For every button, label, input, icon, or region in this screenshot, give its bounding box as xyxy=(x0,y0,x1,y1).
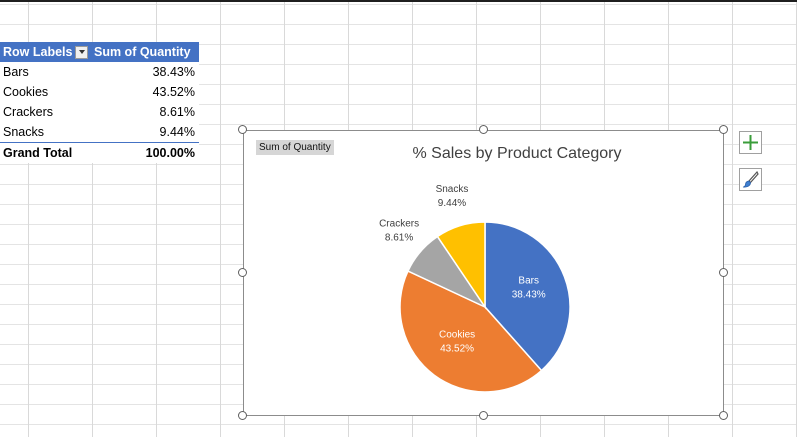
chart-elements-button[interactable] xyxy=(739,131,762,154)
pivot-row: Cookies 43.52% xyxy=(0,82,199,102)
grand-total-label[interactable]: Grand Total xyxy=(3,146,73,160)
resize-handle-right[interactable] xyxy=(719,268,728,277)
sum-of-quantity-header[interactable]: Sum of Quantity xyxy=(94,45,191,59)
pie-slice-cookies[interactable] xyxy=(399,270,543,393)
pivot-chart[interactable]: Sum of Quantity % Sales by Product Categ… xyxy=(243,130,724,416)
pivot-row-label[interactable]: Cookies xyxy=(0,82,90,102)
slice-value-label[interactable]: 43.52% xyxy=(440,343,474,354)
row-labels-header[interactable]: Row Labels xyxy=(0,42,90,62)
pie-slice-bars[interactable] xyxy=(484,221,571,372)
pivot-row-label[interactable]: Bars xyxy=(0,62,90,82)
row-labels-header-text: Row Labels xyxy=(3,45,73,59)
pivot-row: Crackers 8.61% xyxy=(0,102,199,122)
pivot-row-value[interactable]: 43.52% xyxy=(90,82,199,102)
slice-value-label[interactable]: 38.43% xyxy=(512,289,546,300)
pivot-row-value[interactable]: 8.61% xyxy=(90,102,199,122)
resize-handle-top-right[interactable] xyxy=(719,125,728,134)
resize-handle-bottom-right[interactable] xyxy=(719,411,728,420)
chart-title[interactable]: % Sales by Product Category xyxy=(412,145,622,162)
resize-handle-top-left[interactable] xyxy=(238,125,247,134)
pivot-row-value[interactable]: 38.43% xyxy=(90,62,199,82)
grand-total-value[interactable]: 100.00% xyxy=(145,146,195,160)
slice-category-label[interactable]: Crackers xyxy=(379,219,419,230)
resize-handle-bottom-left[interactable] xyxy=(238,411,247,420)
filter-dropdown-icon[interactable] xyxy=(75,45,88,59)
slice-value-label[interactable]: 9.44% xyxy=(438,198,466,209)
pivot-row: Bars 38.43% xyxy=(0,62,199,82)
pivot-row-value[interactable]: 9.44% xyxy=(90,122,199,142)
resize-handle-top[interactable] xyxy=(479,125,488,134)
pivot-table: Row Labels Sum of Quantity Bars 38.43% C… xyxy=(0,42,199,163)
chart-field-button[interactable]: Sum of Quantity xyxy=(256,140,334,155)
slice-value-label[interactable]: 8.61% xyxy=(385,233,413,244)
pivot-row-label[interactable]: Snacks xyxy=(0,122,90,142)
slice-category-label[interactable]: Bars xyxy=(518,275,539,286)
pivot-grand-total-row: Grand Total 100.00% xyxy=(0,142,199,163)
slice-category-label[interactable]: Cookies xyxy=(439,329,475,340)
slice-category-label[interactable]: Snacks xyxy=(436,184,469,195)
pivot-row-label[interactable]: Crackers xyxy=(0,102,90,122)
pie-chart-plot: Bars 38.43% Cookies 43.52% Crackers 8.61% Snac… xyxy=(379,184,571,393)
resize-handle-bottom[interactable] xyxy=(479,411,488,420)
pie-slice-snacks[interactable] xyxy=(436,221,486,310)
paintbrush-icon xyxy=(742,171,759,188)
window-top-border xyxy=(0,0,797,2)
plus-icon xyxy=(743,135,758,150)
chart-styles-button[interactable] xyxy=(739,168,762,191)
pivot-row: Snacks 9.44% xyxy=(0,122,199,142)
pivot-header-row: Row Labels Sum of Quantity xyxy=(0,42,199,62)
resize-handle-left[interactable] xyxy=(238,268,247,277)
